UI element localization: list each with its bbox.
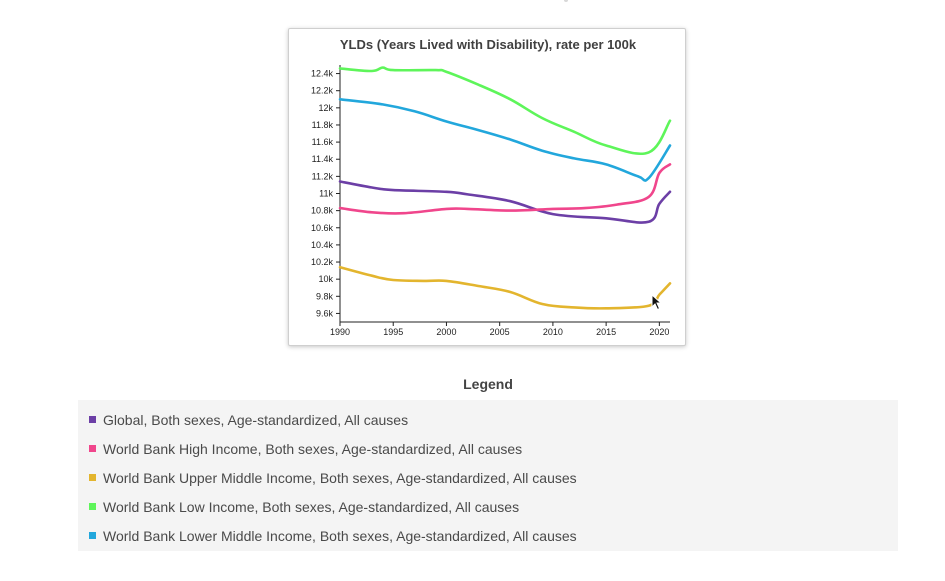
y-tick-label: 10.6k xyxy=(311,223,334,233)
legend-label: World Bank Low Income, Both sexes, Age-s… xyxy=(103,498,520,515)
y-tick-label: 9.6k xyxy=(316,308,334,318)
x-tick-label: 2020 xyxy=(649,327,669,337)
series-line-0 xyxy=(338,180,672,224)
legend-swatch xyxy=(89,445,96,452)
y-tick-label: 12k xyxy=(318,103,333,113)
x-tick-label: 2000 xyxy=(436,327,456,337)
legend-label: Global, Both sexes, Age-standardized, Al… xyxy=(103,411,409,428)
legend-item[interactable]: World Bank Lower Middle Income, Both sex… xyxy=(78,521,898,550)
legend-item[interactable]: World Bank Upper Middle Income, Both sex… xyxy=(78,463,898,492)
y-tick-label: 11.6k xyxy=(312,137,334,147)
x-tick-label: 2015 xyxy=(596,327,616,337)
series-line-2 xyxy=(338,265,672,310)
y-tick-label: 10.2k xyxy=(311,257,334,267)
legend-swatch xyxy=(89,474,96,481)
series-line-3 xyxy=(338,66,672,156)
x-tick-label: 2010 xyxy=(543,327,563,337)
x-tick-label: 1990 xyxy=(330,327,350,337)
legend-label: World Bank High Income, Both sexes, Age-… xyxy=(103,440,523,457)
scroll-indicator-dot xyxy=(564,0,568,2)
y-tick-label: 9.8k xyxy=(316,291,334,301)
legend-item[interactable]: World Bank Low Income, Both sexes, Age-s… xyxy=(78,492,898,521)
y-tick-label: 10.4k xyxy=(311,240,334,250)
series-line-1 xyxy=(338,163,672,215)
series-line-4 xyxy=(338,98,672,182)
y-tick-label: 12.4k xyxy=(311,69,334,79)
y-tick-label: 11k xyxy=(319,189,333,199)
x-tick-label: 1995 xyxy=(383,327,403,337)
chart-card: YLDs (Years Lived with Disability), rate… xyxy=(288,28,686,346)
y-tick-label: 10k xyxy=(318,274,333,284)
legend-item[interactable]: World Bank High Income, Both sexes, Age-… xyxy=(78,434,898,463)
y-tick-label: 10.8k xyxy=(311,206,334,216)
y-tick-label: 11.4k xyxy=(312,154,334,164)
mouse-pointer-icon xyxy=(651,294,663,311)
y-tick-label: 12.2k xyxy=(311,86,334,96)
chart-title: YLDs (Years Lived with Disability), rate… xyxy=(339,37,637,52)
legend-label: World Bank Lower Middle Income, Both sex… xyxy=(103,527,577,544)
legend-swatch xyxy=(89,416,96,423)
legend-swatch xyxy=(89,503,96,510)
y-tick-label: 11.2k xyxy=(312,171,334,181)
legend: Global, Both sexes, Age-standardized, Al… xyxy=(78,400,898,551)
line-chart: 9.6k 9.8k 10k 10.2k 10.4k 10.6k 10.8k 11k 11.2k 1… xyxy=(311,65,672,337)
legend-label: World Bank Upper Middle Income, Both sex… xyxy=(103,469,577,486)
x-tick-label: 2005 xyxy=(490,327,510,337)
y-tick-label: 11.8k xyxy=(312,120,334,130)
legend-swatch xyxy=(89,532,96,539)
legend-title: Legend xyxy=(463,376,513,392)
legend-item[interactable]: Global, Both sexes, Age-standardized, Al… xyxy=(78,405,898,434)
